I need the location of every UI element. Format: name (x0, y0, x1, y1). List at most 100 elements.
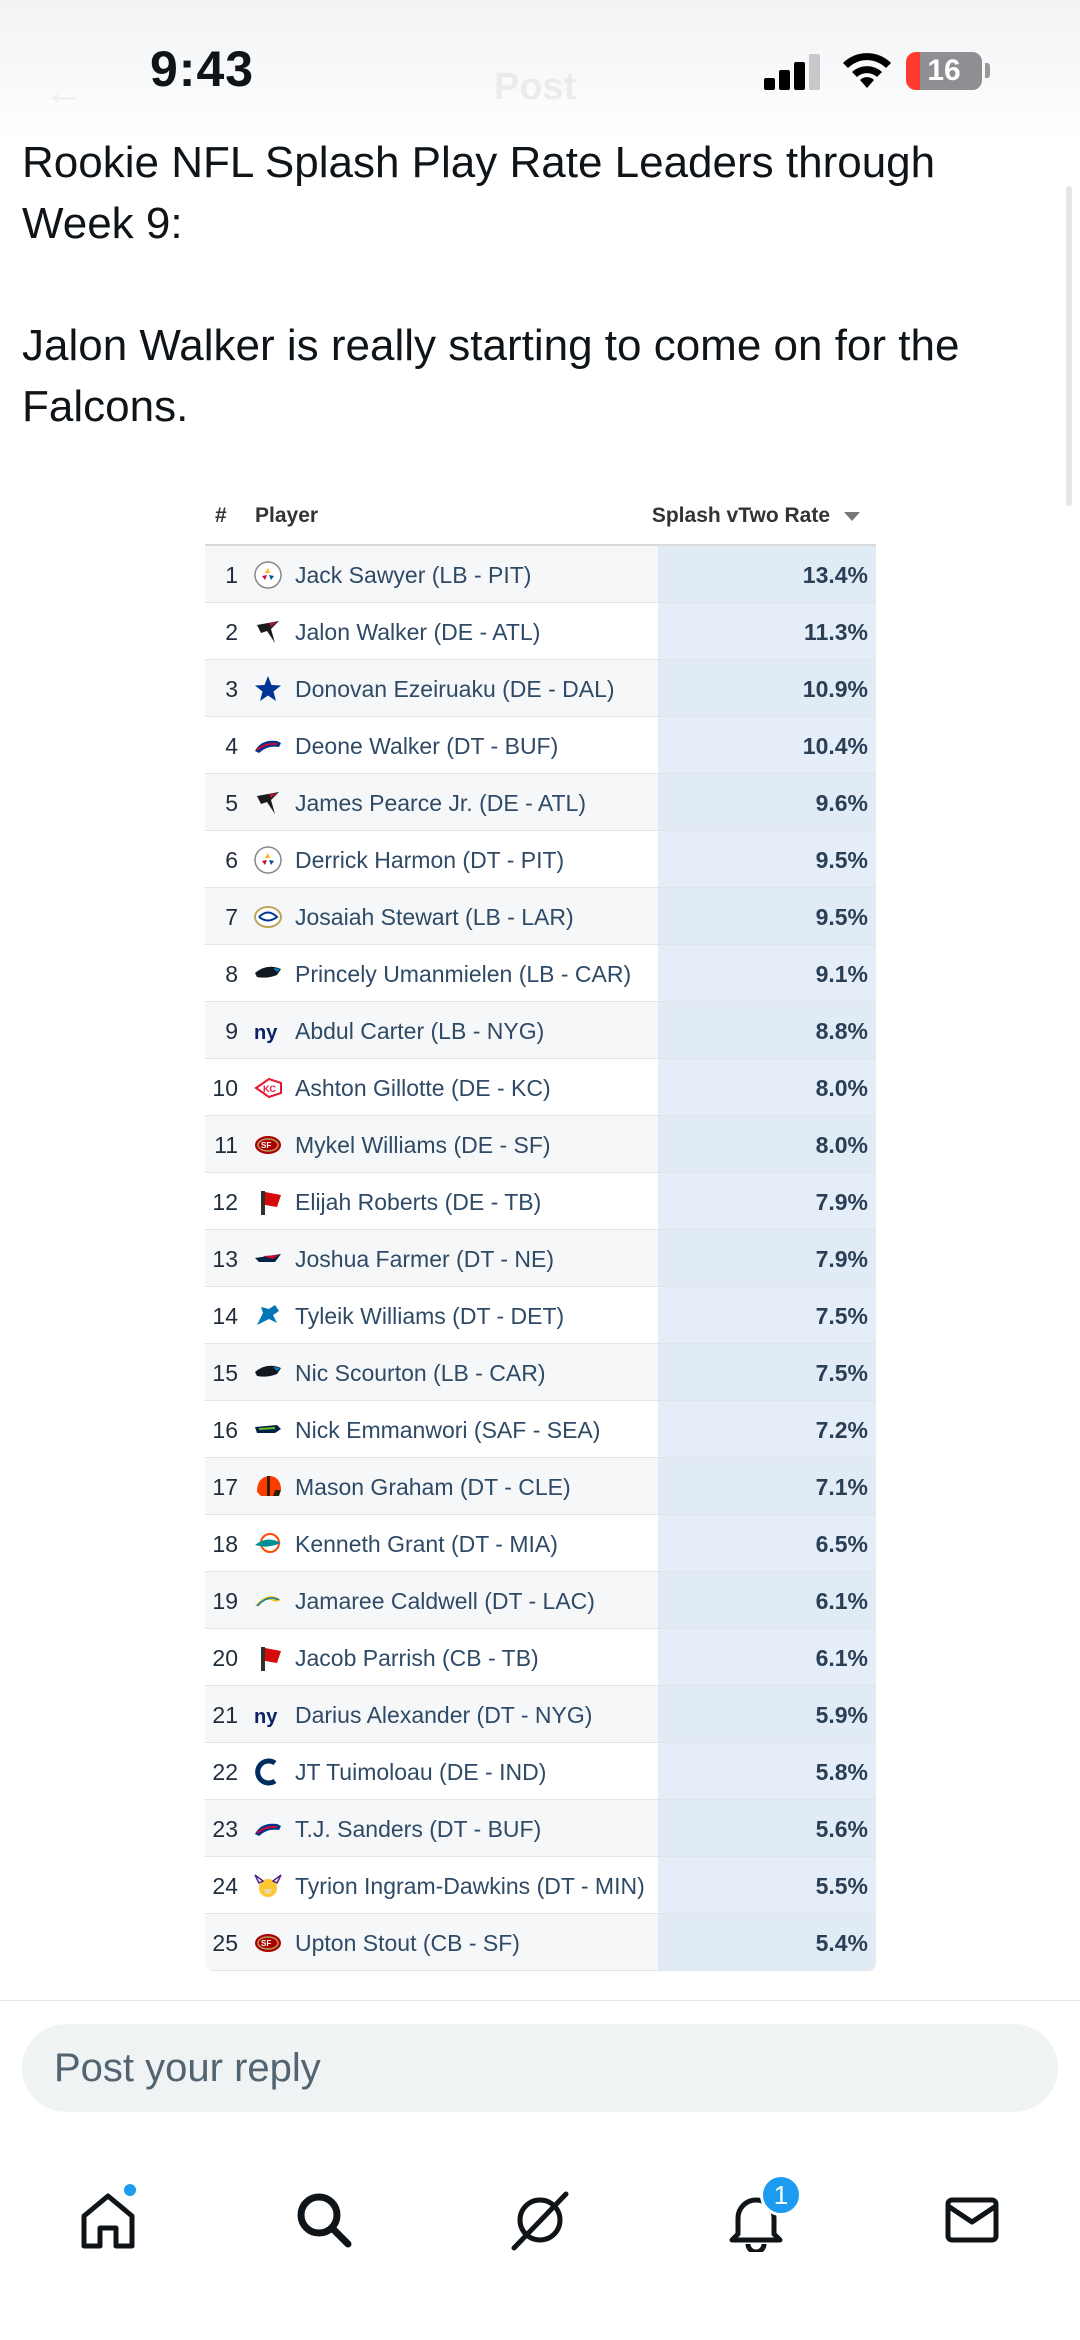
panthers-logo-icon (253, 1358, 283, 1388)
row-rank: 16 (212, 1417, 238, 1443)
browns-logo-icon (253, 1472, 283, 1502)
reply-input[interactable]: Post your reply (22, 2024, 1058, 2112)
row-player-link[interactable]: JT Tuimoloau (DE - IND) (295, 1759, 547, 1785)
row-rate: 7.9% (815, 1189, 868, 1215)
panthers-logo-icon (253, 959, 283, 989)
svg-text:ny: ny (254, 1706, 278, 1728)
table-row[interactable]: 13 Joshua Farmer (DT - NE) 7.9% (205, 1230, 876, 1287)
home-icon (81, 2193, 135, 2249)
table-row[interactable]: 22 JT Tuimoloau (DE - IND) 5.8% (205, 1743, 876, 1800)
row-rate: 11.3% (804, 619, 868, 645)
table-row[interactable]: 6 Derrick Harmon (DT - PIT) 9.5% (205, 831, 876, 888)
row-player-link[interactable]: James Pearce Jr. (DE - ATL) (295, 790, 586, 816)
nav-home[interactable] (68, 2180, 148, 2260)
row-player-link[interactable]: Donovan Ezeiruaku (DE - DAL) (295, 676, 615, 702)
row-player-link[interactable]: Tyleik Williams (DT - DET) (295, 1303, 565, 1329)
row-player-link[interactable]: Tyrion Ingram-Dawkins (DT - MIN) (295, 1873, 645, 1899)
reply-placeholder: Post your reply (54, 2046, 321, 2090)
table-row[interactable]: 8 Princely Umanmielen (LB - CAR) 9.1% (205, 945, 876, 1002)
table-row[interactable]: 15 Nic Scourton (LB - CAR) 7.5% (205, 1344, 876, 1401)
table-row[interactable]: 1 Jack Sawyer (LB - PIT) 13.4% (205, 546, 876, 603)
column-header-player[interactable]: Player (255, 504, 319, 527)
table-row[interactable]: 19 Jamaree Caldwell (DT - LAC) 6.1% (205, 1572, 876, 1629)
table-row[interactable]: 25 SF Upton Stout (CB - SF) 5.4% (205, 1914, 876, 1971)
sort-descending-icon[interactable] (844, 511, 860, 521)
bottom-navigation: 1 (0, 2140, 1080, 2340)
row-player-link[interactable]: Mykel Williams (DE - SF) (295, 1132, 551, 1158)
row-player-link[interactable]: T.J. Sanders (DT - BUF) (295, 1816, 542, 1842)
table-row[interactable]: 21 ny Darius Alexander (DT - NYG) 5.9% (205, 1686, 876, 1743)
row-player-link[interactable]: Upton Stout (CB - SF) (295, 1930, 520, 1956)
battery-indicator: 16 (906, 52, 982, 90)
row-rate-cell: 11.3% (658, 603, 876, 659)
row-rate: 7.1% (815, 1474, 868, 1500)
home-unread-dot (122, 2182, 138, 2198)
row-rate: 13.4% (802, 562, 868, 588)
wifi-icon (843, 53, 891, 88)
column-header-rank[interactable]: # (215, 504, 227, 527)
row-rate-cell: 6.5% (658, 1515, 876, 1571)
row-player-link[interactable]: Deone Walker (DT - BUF) (295, 733, 559, 759)
row-player-link[interactable]: Nick Emmanwori (SAF - SEA) (295, 1417, 601, 1443)
table-row[interactable]: 3 Donovan Ezeiruaku (DE - DAL) 10.9% (205, 660, 876, 717)
row-player-link[interactable]: Jalon Walker (DE - ATL) (295, 619, 541, 645)
row-rate: 5.8% (815, 1759, 868, 1785)
row-player-link[interactable]: Darius Alexander (DT - NYG) (295, 1702, 593, 1728)
row-player-link[interactable]: Josaiah Stewart (LB - LAR) (295, 904, 574, 930)
table-row[interactable]: 17 Mason Graham (DT - CLE) 7.1% (205, 1458, 876, 1515)
table-row[interactable]: 7 Josaiah Stewart (LB - LAR) 9.5% (205, 888, 876, 945)
falcons-logo-icon (253, 788, 283, 818)
row-player-link[interactable]: Nic Scourton (LB - CAR) (295, 1360, 546, 1386)
row-rate-cell: 8.0% (658, 1116, 876, 1172)
patriots-logo-icon (253, 1244, 283, 1274)
row-rate: 10.9% (802, 676, 868, 702)
row-player-link[interactable]: Princely Umanmielen (LB - CAR) (295, 961, 632, 987)
row-player-link[interactable]: Derrick Harmon (DT - PIT) (295, 847, 565, 873)
header-title: Post (494, 66, 577, 108)
row-player-link[interactable]: Kenneth Grant (DT - MIA) (295, 1531, 558, 1557)
battery-level: 16 (927, 54, 961, 87)
nav-search[interactable] (284, 2180, 364, 2260)
row-rate-cell: 8.8% (658, 1002, 876, 1058)
mail-icon (945, 2197, 999, 2243)
table-row[interactable]: 11 SF Mykel Williams (DE - SF) 8.0% (205, 1116, 876, 1173)
row-player-link[interactable]: Mason Graham (DT - CLE) (295, 1474, 571, 1500)
table-header: # Player Splash vTwo Rate (205, 484, 876, 546)
nav-grok[interactable] (500, 2180, 580, 2260)
row-rate: 10.4% (802, 733, 868, 759)
scrollbar[interactable] (1066, 186, 1072, 506)
row-rank: 9 (225, 1018, 238, 1044)
table-row[interactable]: 2 Jalon Walker (DE - ATL) 11.3% (205, 603, 876, 660)
table-row[interactable]: 10 KC Ashton Gillotte (DE - KC) 8.0% (205, 1059, 876, 1116)
row-player-link[interactable]: Jacob Parrish (CB - TB) (295, 1645, 539, 1671)
row-rank: 19 (212, 1588, 238, 1614)
nav-notifications[interactable]: 1 (716, 2174, 802, 2260)
table-row[interactable]: 23 T.J. Sanders (DT - BUF) 5.6% (205, 1800, 876, 1857)
table-row[interactable]: 20 Jacob Parrish (CB - TB) 6.1% (205, 1629, 876, 1686)
steelers-logo-icon (253, 560, 283, 590)
row-player-link[interactable]: Elijah Roberts (DE - TB) (295, 1189, 542, 1215)
row-player-link[interactable]: Jack Sawyer (LB - PIT) (295, 562, 532, 588)
row-player-link[interactable]: Ashton Gillotte (DE - KC) (295, 1075, 551, 1101)
svg-text:SF: SF (261, 1939, 271, 1948)
vikings-logo-icon (253, 1871, 283, 1901)
table-row[interactable]: 4 Deone Walker (DT - BUF) 10.4% (205, 717, 876, 774)
table-row[interactable]: 12 Elijah Roberts (DE - TB) 7.9% (205, 1173, 876, 1230)
table-row[interactable]: 24 Tyrion Ingram-Dawkins (DT - MIN) 5.5% (205, 1857, 876, 1914)
table-row[interactable]: 5 James Pearce Jr. (DE - ATL) 9.6% (205, 774, 876, 831)
table-row[interactable]: 14 Tyleik Williams (DT - DET) 7.5% (205, 1287, 876, 1344)
table-row[interactable]: 16 Nick Emmanwori (SAF - SEA) 7.2% (205, 1401, 876, 1458)
splash-rate-table: # Player Splash vTwo Rate 1 Jack Sawyer (… (205, 484, 876, 1971)
nav-messages[interactable] (932, 2180, 1012, 2260)
back-arrow-icon[interactable]: ← (44, 70, 84, 114)
row-rate: 7.5% (815, 1303, 868, 1329)
row-player-link[interactable]: Abdul Carter (LB - NYG) (295, 1018, 545, 1044)
row-player-link[interactable]: Jamaree Caldwell (DT - LAC) (295, 1588, 595, 1614)
row-rate: 7.5% (815, 1360, 868, 1386)
column-header-rate[interactable]: Splash vTwo Rate (652, 504, 860, 528)
row-rank: 8 (225, 961, 238, 987)
table-row[interactable]: 18 Kenneth Grant (DT - MIA) 6.5% (205, 1515, 876, 1572)
row-player-link[interactable]: Joshua Farmer (DT - NE) (295, 1246, 555, 1272)
divider (0, 2000, 1080, 2001)
table-row[interactable]: 9 ny Abdul Carter (LB - NYG) 8.8% (205, 1002, 876, 1059)
